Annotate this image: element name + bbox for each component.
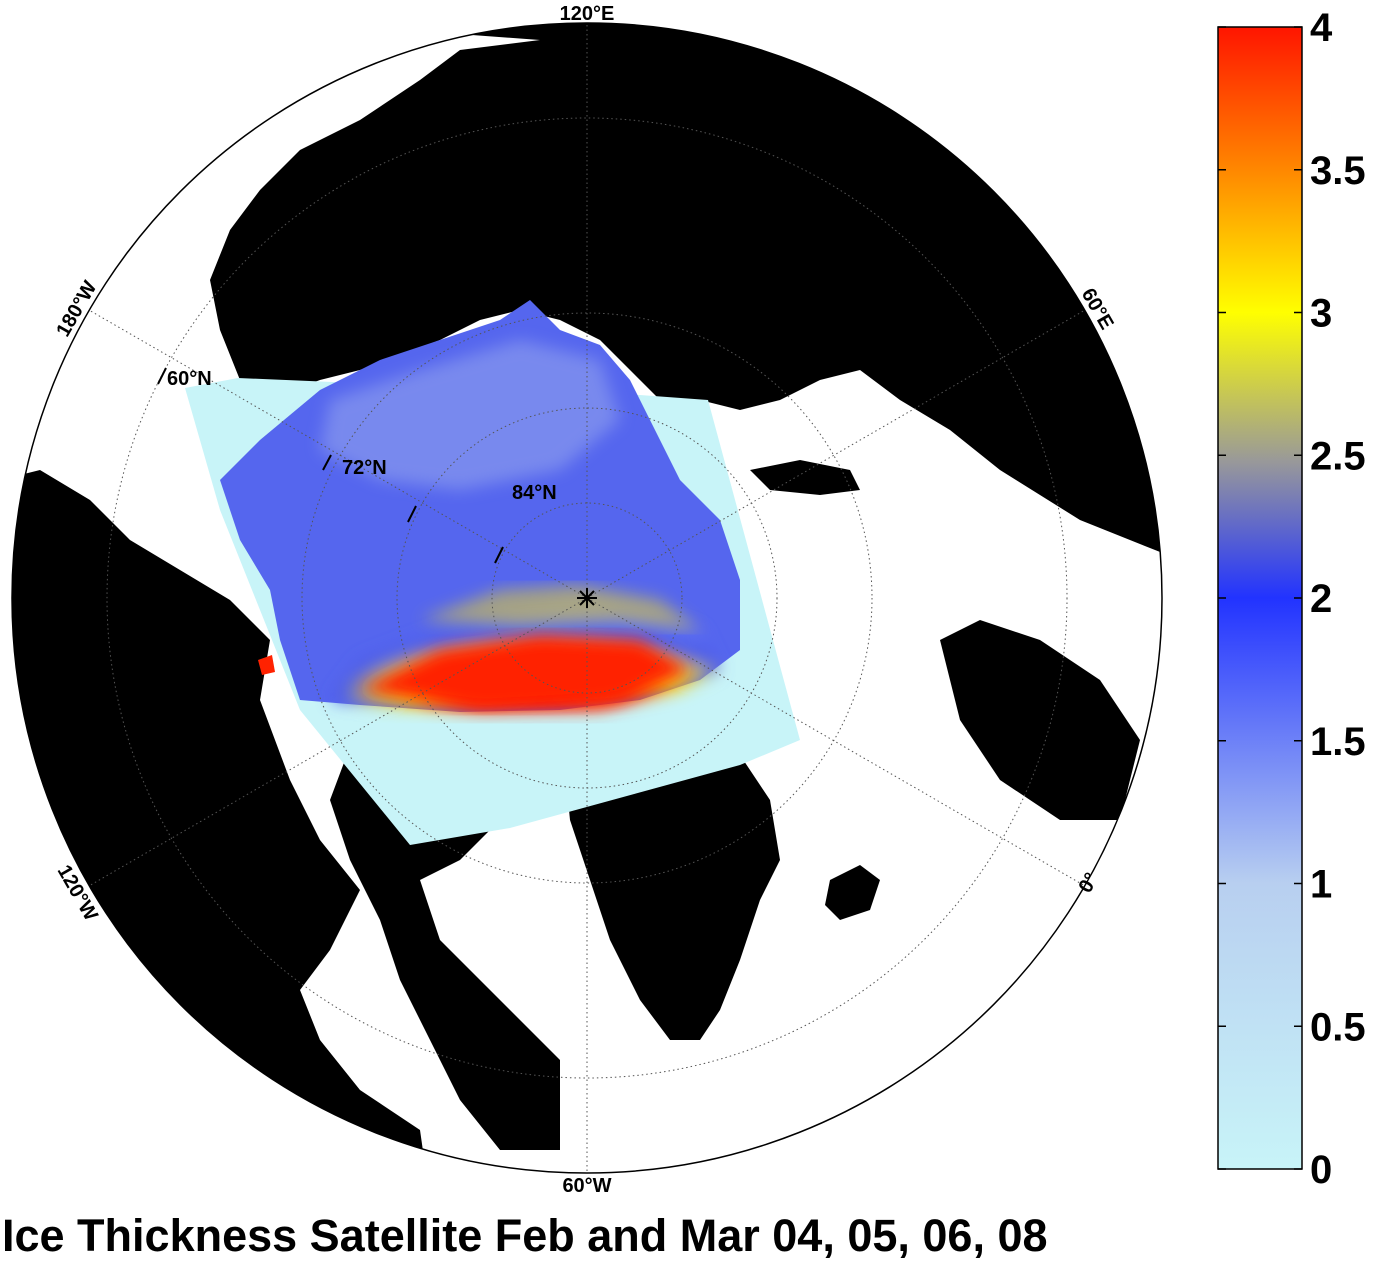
- land-scandinavia: [940, 620, 1140, 820]
- colorbar-tick-label: 1: [1310, 863, 1332, 907]
- colorbar-tick-label: 3: [1310, 292, 1332, 336]
- colorbar-tick-label: 0: [1310, 1148, 1332, 1192]
- latitude-label-84n: 84°N: [512, 482, 557, 504]
- latitude-label-72n: 72°N: [342, 457, 387, 479]
- graticule: [88, 23, 1086, 1173]
- map-boundary: [11, 22, 1163, 1174]
- latitude-ticks: [157, 367, 504, 564]
- colorbar-tick-label: 3.5: [1310, 149, 1366, 193]
- land-severnaya: [750, 460, 860, 495]
- colorbar-ticks: 0 0.5 1 1.5 2 2.5 3 3.5 4: [1218, 6, 1366, 1192]
- colorbar-tick-label: 0.5: [1310, 1005, 1366, 1049]
- colorbar-tick-label: 2.5: [1310, 434, 1366, 478]
- colorbar-tick-label: 2: [1310, 577, 1332, 621]
- north-pole-marker: [577, 588, 597, 608]
- ice-thickness-field: [220, 300, 740, 712]
- meridian-label-120e: 120°E: [560, 3, 615, 25]
- figure-title: Ice Thickness Satellite Feb and Mar 04, …: [2, 1210, 1048, 1261]
- colorbar-tick-label: 1.5: [1310, 720, 1366, 764]
- meridian-label-60w: 60°W: [562, 1175, 611, 1197]
- colorbar-tick-label: 4: [1310, 6, 1333, 50]
- colorbar-gradient: [1217, 26, 1303, 1170]
- land-canadian-archipelago: [330, 720, 560, 1150]
- land-iceland: [825, 865, 880, 920]
- latitude-label-60n: 60°N: [167, 368, 212, 390]
- colorbar: 0 0.5 1 1.5 2 2.5 3 3.5 4: [1217, 6, 1366, 1192]
